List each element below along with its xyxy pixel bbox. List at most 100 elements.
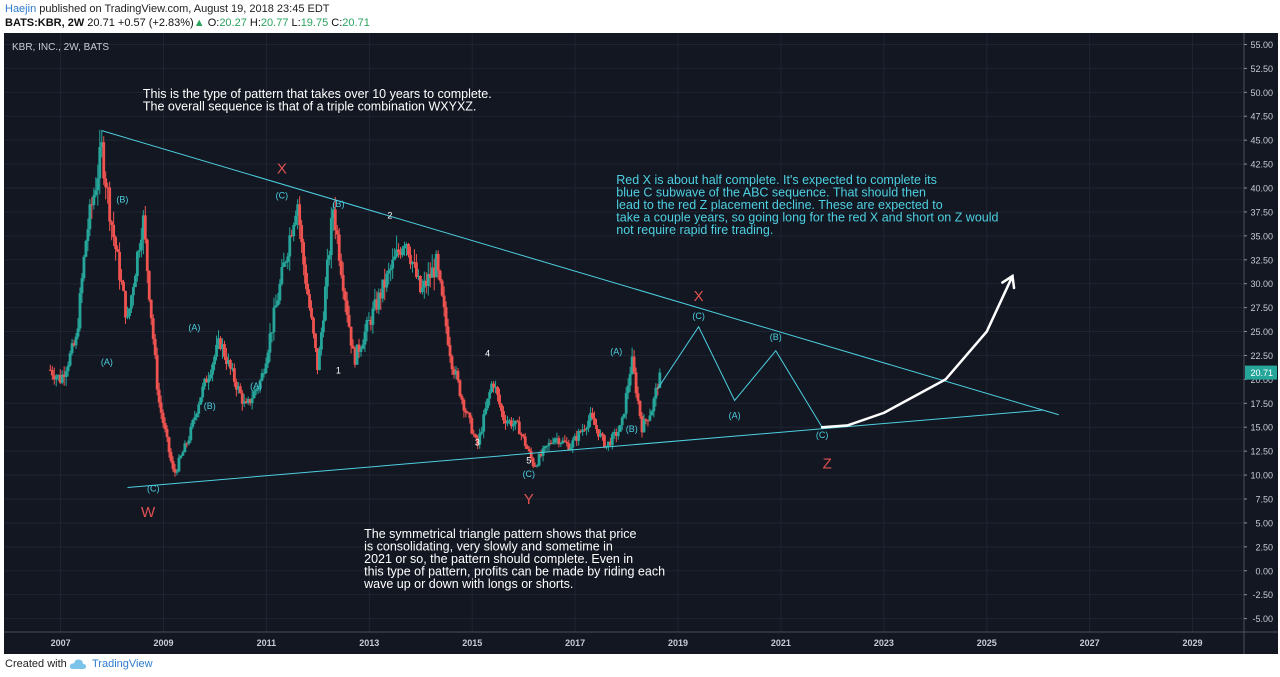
y-tick-label: 42.50 xyxy=(1250,160,1273,170)
wave-label: (B) xyxy=(116,194,128,204)
chart-area[interactable]: X (C) (B) (A) (C) W (A) (B) (A) (B) 1 2 3 4 5 (C) Y (A) (B… xyxy=(4,33,1278,654)
symbol-label: BATS:KBR, 2W xyxy=(5,17,85,29)
candle-body xyxy=(114,237,118,250)
candle-body xyxy=(545,445,549,447)
wave-label: 1 xyxy=(336,366,341,376)
x-tick-label: 2009 xyxy=(153,638,173,648)
candle-body xyxy=(466,412,470,414)
candle-body xyxy=(215,344,218,357)
candle-body xyxy=(470,418,474,434)
candle-body xyxy=(221,344,224,350)
candle-body xyxy=(434,253,438,278)
published-text: published on TradingView.com, August 19,… xyxy=(36,3,330,15)
wave-label: (A) xyxy=(188,323,200,333)
y-tick-label: 0.00 xyxy=(1255,566,1273,576)
price-axis xyxy=(1244,33,1278,654)
candle-body xyxy=(335,230,339,235)
candle-body xyxy=(650,411,654,416)
axes: 55.0052.5050.0047.5045.0042.5040.0037.50… xyxy=(4,33,1278,654)
candle-body xyxy=(64,371,68,378)
candle-body xyxy=(151,318,155,339)
candle-body xyxy=(242,401,246,404)
candle-body xyxy=(519,434,523,436)
candle-body xyxy=(357,344,361,352)
candle-body xyxy=(535,465,539,467)
candle-body xyxy=(347,315,351,327)
candle-body xyxy=(492,383,495,388)
candle-body xyxy=(468,412,472,419)
wave-label: X xyxy=(694,288,704,305)
price-chart[interactable]: X (C) (B) (A) (C) W (A) (B) (A) (B) 1 2 3 4 5 (C) Y (A) (B… xyxy=(4,33,1278,654)
candle-body xyxy=(450,356,454,370)
candle-body xyxy=(82,256,86,279)
candle-body xyxy=(323,286,327,321)
wave-label: 2 xyxy=(387,211,392,221)
candle-body xyxy=(177,457,181,472)
candle-body xyxy=(606,441,610,446)
candle-body xyxy=(559,443,563,445)
candle-body xyxy=(551,442,555,444)
ohlc-line: BATS:KBR, 2W 20.71 +0.57 (+2.83%)▲ O:20.… xyxy=(5,17,370,29)
candle-body xyxy=(593,418,596,425)
candle-body xyxy=(234,381,238,390)
candle-body xyxy=(458,380,462,397)
candle-body xyxy=(191,420,195,427)
candle-body xyxy=(462,399,466,411)
candle-body xyxy=(276,300,280,306)
candle-body xyxy=(86,229,90,242)
note-line: blue C subwave of the ABC sequence. That… xyxy=(616,186,926,200)
candle-body xyxy=(308,294,311,309)
candle-body xyxy=(298,204,302,226)
candle-body xyxy=(397,249,400,253)
candle-body xyxy=(597,429,600,437)
candle-body xyxy=(488,392,492,399)
candle-body xyxy=(312,317,315,334)
candle-body xyxy=(290,235,294,237)
tradingview-link[interactable]: TradingView xyxy=(92,658,153,670)
y-tick-label: 32.50 xyxy=(1250,255,1273,265)
candle-body xyxy=(618,425,622,432)
low-value: 19.75 xyxy=(300,17,329,29)
y-tick-label: 2.50 xyxy=(1255,542,1273,552)
candle-body xyxy=(320,332,323,350)
candle-body xyxy=(608,441,612,446)
candle-body xyxy=(199,397,203,405)
candle-body xyxy=(628,373,632,386)
candle-body xyxy=(494,386,497,388)
candle-body xyxy=(502,411,505,421)
candle-body xyxy=(252,391,256,399)
candle-body xyxy=(579,431,583,433)
y-tick-label: 10.00 xyxy=(1250,471,1273,481)
candle-body xyxy=(278,283,282,301)
candle-body xyxy=(456,370,460,381)
candle-body xyxy=(153,338,157,356)
candle-body xyxy=(363,331,367,345)
candle-body xyxy=(389,268,393,271)
candle-body xyxy=(244,401,248,404)
candle-body xyxy=(413,262,416,264)
candle-body xyxy=(197,404,201,414)
candle-body xyxy=(387,270,391,274)
candle-body xyxy=(634,372,638,394)
author-link[interactable]: Haejin xyxy=(5,3,37,15)
candle-body xyxy=(432,267,436,278)
candle-body xyxy=(422,280,426,288)
y-tick-label: 37.50 xyxy=(1250,207,1273,217)
candle-body xyxy=(306,283,309,295)
candle-body xyxy=(460,396,464,400)
candle-body xyxy=(355,344,359,365)
candle-body xyxy=(173,468,177,473)
y-tick-label: 50.00 xyxy=(1250,88,1273,98)
candle-body xyxy=(531,458,535,466)
candle-body xyxy=(284,262,288,264)
candle-body xyxy=(169,452,173,461)
arrow-head-icon xyxy=(1001,273,1016,290)
candle-body xyxy=(614,432,618,437)
candle-body xyxy=(644,419,648,421)
candle-body xyxy=(591,412,594,419)
candle-body xyxy=(343,291,347,301)
candle-body xyxy=(70,343,74,354)
candle-body xyxy=(569,447,573,450)
candle-body xyxy=(104,178,108,188)
wave-label: (C) xyxy=(816,430,829,440)
